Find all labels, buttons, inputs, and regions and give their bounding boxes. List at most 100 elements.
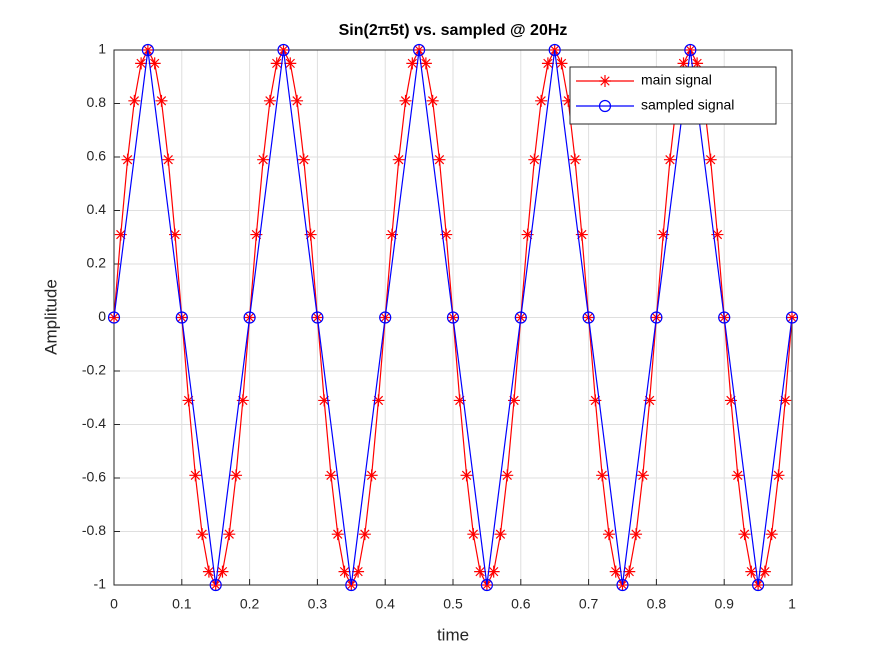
marker xyxy=(392,153,405,166)
marker xyxy=(691,57,704,70)
marker xyxy=(677,57,690,70)
marker xyxy=(155,94,168,107)
marker xyxy=(148,57,161,70)
marker xyxy=(236,394,249,407)
marker xyxy=(630,528,643,541)
marker xyxy=(202,565,215,578)
x-tick-label: 0.2 xyxy=(240,596,260,612)
marker xyxy=(372,394,385,407)
marker xyxy=(433,153,446,166)
x-tick-label: 0.3 xyxy=(308,596,328,612)
marker xyxy=(311,311,324,324)
y-tick-label: 1 xyxy=(98,41,106,57)
marker xyxy=(413,43,426,57)
marker xyxy=(623,565,636,578)
y-tick-label: 0.8 xyxy=(87,94,107,110)
marker xyxy=(528,153,541,166)
marker xyxy=(257,153,270,166)
y-tick-label: -1 xyxy=(94,576,107,592)
x-tick-label: 0.1 xyxy=(172,596,192,612)
y-tick-label: -0.4 xyxy=(82,415,106,431)
x-tick-label: 0.5 xyxy=(443,596,463,612)
x-tick-label: 0.7 xyxy=(579,596,599,612)
marker xyxy=(128,94,141,107)
marker xyxy=(399,94,412,107)
marker xyxy=(785,311,799,324)
marker xyxy=(772,469,785,482)
marker xyxy=(270,57,283,70)
marker xyxy=(304,228,317,241)
marker xyxy=(643,394,656,407)
marker xyxy=(345,578,358,592)
y-tick-label: -0.8 xyxy=(82,522,106,538)
marker xyxy=(521,228,534,241)
y-tick-label: 0.6 xyxy=(87,148,107,164)
marker xyxy=(731,469,744,482)
series-line xyxy=(113,49,793,586)
marker xyxy=(765,528,778,541)
marker xyxy=(141,43,154,57)
legend-box xyxy=(569,66,777,125)
marker xyxy=(480,578,493,592)
marker xyxy=(663,153,676,166)
marker xyxy=(460,469,473,482)
marker xyxy=(596,469,609,482)
marker xyxy=(230,469,243,482)
marker xyxy=(494,528,507,541)
marker xyxy=(562,94,575,107)
marker xyxy=(284,57,297,70)
marker xyxy=(263,94,276,107)
marker xyxy=(331,528,344,541)
y-tick-label: -0.6 xyxy=(82,469,106,485)
marker xyxy=(657,228,670,241)
marker xyxy=(440,228,453,241)
x-tick-label: 0.9 xyxy=(714,596,734,612)
x-axis-label: time xyxy=(437,625,469,644)
marker xyxy=(243,311,256,324)
marker xyxy=(297,153,310,166)
marker xyxy=(277,43,290,57)
legend: main signal sampled signal xyxy=(569,66,777,125)
marker xyxy=(291,94,304,107)
marker xyxy=(535,94,548,107)
marker xyxy=(453,394,466,407)
legend-label: sampled signal xyxy=(641,97,734,113)
marker xyxy=(751,578,765,592)
marker xyxy=(324,469,337,482)
chart-title: Sin(2π5t) vs. sampled @ 20Hz xyxy=(339,22,568,39)
marker xyxy=(684,43,697,57)
marker xyxy=(169,228,182,241)
marker xyxy=(609,565,622,578)
marker xyxy=(209,578,222,592)
marker xyxy=(541,57,554,70)
marker xyxy=(548,43,561,57)
marker xyxy=(162,153,175,166)
marker xyxy=(175,311,188,324)
marker xyxy=(338,565,351,578)
marker xyxy=(358,528,371,541)
marker xyxy=(121,153,134,166)
marker xyxy=(107,311,121,324)
marker xyxy=(650,311,663,324)
marker xyxy=(189,469,202,482)
marker xyxy=(582,311,595,324)
marker xyxy=(711,228,724,241)
marker xyxy=(216,565,229,578)
x-tick-label: 0.4 xyxy=(375,596,395,612)
x-tick-label: 1 xyxy=(788,596,796,612)
marker xyxy=(501,469,514,482)
marker xyxy=(724,394,737,407)
marker xyxy=(487,565,500,578)
marker xyxy=(223,528,236,541)
marker xyxy=(419,57,432,70)
marker xyxy=(385,228,398,241)
marker xyxy=(135,57,148,70)
marker xyxy=(379,311,392,324)
legend-marker xyxy=(598,99,612,113)
marker xyxy=(589,394,602,407)
y-tick-label: -0.2 xyxy=(82,362,106,378)
marker xyxy=(474,565,487,578)
marker xyxy=(758,565,771,578)
